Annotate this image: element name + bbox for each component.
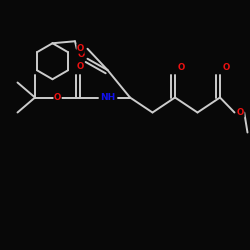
Text: O: O: [76, 62, 84, 71]
Text: O: O: [77, 44, 84, 53]
Text: O: O: [178, 63, 185, 72]
Text: O: O: [78, 50, 85, 59]
Text: O: O: [237, 108, 244, 117]
Text: NH: NH: [100, 93, 115, 102]
Text: O: O: [223, 63, 230, 72]
Text: O: O: [54, 93, 61, 102]
